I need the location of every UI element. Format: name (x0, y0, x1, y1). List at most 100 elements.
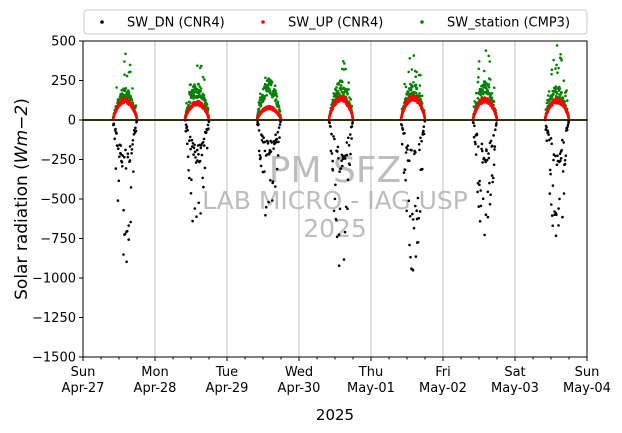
data-point (204, 108, 208, 112)
data-point (259, 92, 262, 96)
data-point (487, 156, 491, 160)
x-axis: SunApr-27MonApr-28TueApr-29WedApr-30ThuM… (62, 357, 611, 396)
data-point (551, 184, 555, 187)
data-point (557, 66, 560, 70)
data-point (474, 153, 478, 156)
data-point (555, 163, 559, 167)
data-point (545, 139, 549, 142)
data-point (565, 128, 569, 131)
data-point (119, 152, 123, 156)
data-point (263, 170, 266, 173)
data-point (484, 213, 488, 216)
data-point (268, 89, 272, 92)
data-point (558, 152, 562, 155)
data-point (550, 73, 553, 76)
data-point (340, 90, 344, 94)
data-point (545, 126, 548, 129)
data-point (130, 148, 134, 151)
data-point (485, 158, 489, 162)
data-point (563, 100, 567, 103)
data-point (132, 170, 135, 173)
data-point (331, 168, 335, 172)
data-point (414, 75, 418, 78)
data-point (418, 92, 421, 95)
data-point (342, 60, 345, 63)
y-tick-label: −1000 (32, 272, 76, 287)
data-point (335, 86, 338, 89)
data-point (473, 124, 476, 128)
data-point (194, 161, 198, 164)
data-point (488, 141, 492, 145)
data-point (189, 83, 192, 86)
data-point (418, 84, 422, 87)
data-point (562, 79, 566, 82)
data-point (336, 150, 339, 153)
data-point (492, 100, 496, 103)
data-point (561, 138, 564, 142)
data-point (481, 88, 484, 92)
data-point (565, 89, 568, 92)
data-point (200, 153, 204, 157)
data-point (422, 125, 426, 128)
data-point (202, 93, 206, 97)
data-point (351, 117, 355, 120)
data-point (334, 183, 337, 187)
x-tick-date: Apr-29 (206, 381, 249, 396)
data-point (489, 78, 492, 81)
data-point (194, 156, 197, 159)
data-point (550, 142, 553, 146)
data-point (401, 128, 405, 131)
data-point (474, 142, 477, 146)
data-point (205, 146, 209, 150)
data-point (350, 104, 354, 108)
data-point (129, 70, 132, 74)
data-point (478, 220, 482, 223)
data-point (339, 84, 343, 87)
data-point (410, 68, 414, 71)
data-point (203, 166, 207, 170)
data-point (259, 156, 263, 159)
data-point (412, 54, 416, 57)
data-point (196, 159, 199, 162)
data-point (342, 258, 346, 261)
data-point (486, 190, 490, 194)
data-point (418, 94, 422, 98)
data-point (485, 149, 488, 153)
data-point (275, 92, 278, 95)
data-point (193, 143, 196, 147)
data-point (127, 91, 131, 94)
data-point (344, 67, 348, 71)
data-point (414, 204, 417, 208)
data-point (135, 120, 138, 123)
data-point (414, 151, 417, 154)
data-point (269, 179, 272, 182)
x-tick-day: Mon (141, 365, 168, 380)
data-point (191, 88, 195, 92)
data-point (188, 135, 192, 139)
data-point (200, 64, 203, 68)
data-point (202, 185, 205, 189)
data-point (559, 93, 562, 96)
data-point (339, 167, 343, 170)
data-point (477, 76, 480, 79)
data-point (403, 168, 407, 172)
legend-label: SW_station (CMP3) (447, 16, 570, 31)
data-point (265, 94, 269, 97)
data-point (554, 154, 557, 158)
data-point (403, 132, 406, 135)
data-point (546, 130, 550, 134)
data-point (198, 85, 201, 88)
data-point (342, 92, 345, 96)
data-point (408, 215, 412, 218)
data-point (554, 234, 558, 237)
data-point (275, 167, 279, 171)
data-point (563, 159, 567, 162)
data-point (197, 92, 201, 96)
data-point (544, 128, 548, 131)
data-point (550, 203, 553, 206)
data-point (337, 264, 341, 268)
data-point (336, 89, 340, 93)
data-point (557, 224, 560, 227)
data-point (406, 148, 409, 151)
data-point (192, 93, 196, 97)
